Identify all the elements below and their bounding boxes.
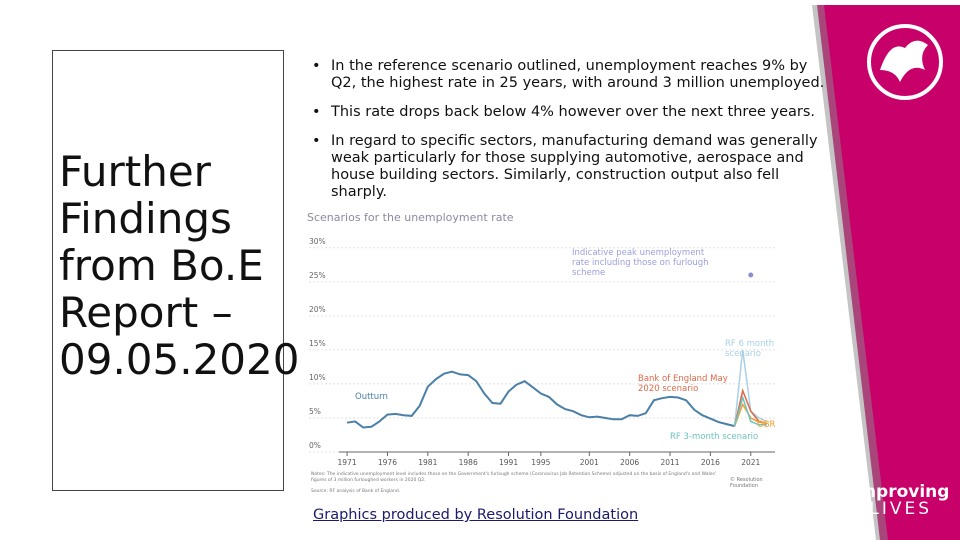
chart-title: Scenarios for the unemployment rate	[307, 211, 514, 224]
series-line	[346, 370, 735, 429]
bullet: In the reference scenario outlined, unem…	[306, 58, 836, 92]
series-label: Bank of England May 2020 scenario	[638, 374, 728, 394]
series-line	[733, 394, 767, 427]
x-tick-label: 2006	[620, 458, 639, 467]
bullet-list: In the reference scenario outlined, unem…	[306, 58, 836, 213]
bullet: This rate drops back below 4% however ov…	[306, 104, 836, 121]
y-tick-label: 15%	[309, 339, 326, 348]
series-line	[733, 402, 768, 427]
y-tick-label: 30%	[309, 237, 326, 246]
logo-line: LIVES	[869, 499, 933, 519]
logo-text: Improving LIVES	[852, 484, 949, 518]
series-label: Outturn	[355, 392, 388, 402]
x-tick-label: 2011	[660, 458, 679, 467]
x-tick-label: 1981	[418, 458, 437, 467]
series-label: RF 6 month scenario	[725, 339, 775, 359]
y-tick-label: 10%	[309, 373, 326, 382]
y-tick-label: 20%	[309, 305, 326, 314]
data-point	[748, 272, 754, 278]
chart-labels: Outturn RF 6 month scenario Bank of Englan…	[305, 207, 795, 497]
x-tick-label: 1976	[378, 458, 397, 467]
chart-notes: Notes: The indicative unemployment level…	[311, 472, 717, 483]
chart-credit: © Resolution Foundation	[730, 477, 763, 489]
bullet: In regard to specific sectors, manufactu…	[306, 133, 836, 201]
chart: Scenarios for the unemployment rate 0% 5% 1…	[307, 211, 775, 467]
x-tick-label: 1995	[531, 458, 550, 467]
x-tick-label: 2021	[741, 458, 760, 467]
dragon-icon	[880, 40, 928, 82]
y-tick-label: 5%	[309, 407, 321, 416]
x-tick-label: 1986	[459, 458, 478, 467]
slide-title: Further Findings from Bo.E Report – 09.0…	[59, 147, 300, 384]
source-link[interactable]: Graphics produced by Resolution Foundati…	[313, 507, 639, 523]
logo-line: Improving	[852, 482, 950, 502]
y-tick-label: 25%	[309, 271, 326, 280]
pink-band	[817, 5, 960, 540]
x-tick-label: 2016	[701, 458, 720, 467]
series-label: OBR	[757, 420, 776, 430]
title-frame	[52, 50, 284, 491]
chart-source: Source: RF analysis of Bank of England.	[311, 489, 401, 494]
x-tick-label: 1971	[338, 458, 357, 467]
series-label: Indicative peak unemployment rate includ…	[572, 248, 709, 278]
y-tick-label: 0%	[309, 441, 321, 450]
x-tick-label: 1991	[499, 458, 518, 467]
series-label: RF 3-month scenario	[670, 432, 759, 442]
x-tick-label: 2001	[580, 458, 599, 467]
logo-ring	[867, 24, 943, 100]
